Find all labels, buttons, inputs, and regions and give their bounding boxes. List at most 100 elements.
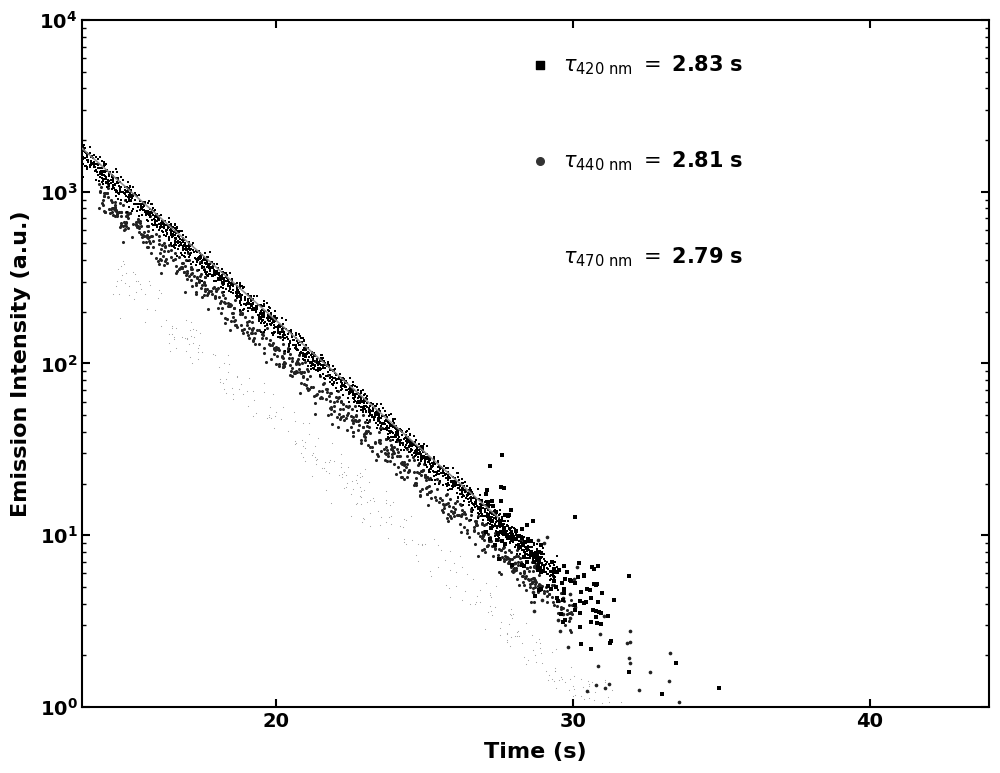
Point [557,614,573,626]
Point [539,596,555,608]
Point [407,445,423,458]
Point [96,187,112,199]
Point [544,569,560,581]
Point [522,540,538,553]
Point [576,693,592,706]
Point [530,549,546,561]
Point [183,263,199,275]
Point [345,426,361,438]
Point [367,408,383,421]
Point [368,454,384,466]
Point [513,537,529,550]
Point [135,204,151,216]
Point [435,470,451,482]
Point [267,312,283,324]
Point [299,373,315,385]
Point [483,591,499,603]
Point [163,230,179,242]
Point [382,417,398,430]
Point [374,417,390,429]
Point [204,256,220,268]
Point [548,581,564,593]
Point [621,570,637,582]
Point [167,237,183,249]
Point [525,548,541,560]
Point [288,339,304,352]
Point [453,509,469,522]
Point [259,298,275,310]
Point [372,434,388,446]
Point [527,574,543,587]
Point [256,308,272,320]
Point [416,458,432,470]
Point [167,252,183,264]
Point [544,565,560,577]
Point [331,469,347,482]
Point [188,278,204,291]
Point [475,529,491,541]
Point [531,552,547,564]
Point [401,464,417,476]
Point [372,422,388,434]
Point [455,480,471,492]
Point [476,533,492,546]
Point [487,512,503,524]
Point [360,439,376,451]
Point [361,401,377,414]
Point [499,628,515,640]
Point [292,366,308,378]
Point [287,339,303,351]
Point [466,524,482,536]
Point [102,206,118,219]
Point [335,404,351,416]
Point [477,505,493,517]
Point [176,234,192,247]
Point [116,224,132,237]
Point [293,346,309,358]
Point [544,557,560,569]
Point [414,453,430,465]
Point [300,384,316,397]
Point [492,553,508,565]
Point [516,539,532,551]
Point [421,480,437,492]
Point [186,270,202,282]
Point [406,447,422,459]
Point [294,336,310,349]
Point [482,530,498,543]
Point [276,345,292,357]
Point [197,271,213,283]
Point [152,217,168,230]
Point [536,536,552,549]
Point [177,247,193,259]
Point [490,530,506,542]
Point [520,549,536,561]
Point [530,555,546,567]
Point [497,509,513,522]
Point [335,372,351,384]
Point [661,675,677,687]
Point [184,357,200,369]
Point [391,431,407,444]
Point [318,369,334,382]
Point [201,260,217,272]
Point [214,302,230,315]
Point [391,450,407,462]
Point [367,411,383,424]
Point [82,158,98,171]
Point [275,338,291,350]
Point [426,453,442,465]
Point [196,288,212,301]
Point [177,251,193,264]
Point [206,264,222,277]
Point [82,161,98,173]
Point [144,207,160,220]
Point [359,390,375,402]
Point [549,595,565,608]
Point [356,403,372,415]
Point [419,489,435,501]
Point [159,227,175,240]
Point [405,451,421,463]
Point [121,192,137,205]
Point [499,530,515,543]
